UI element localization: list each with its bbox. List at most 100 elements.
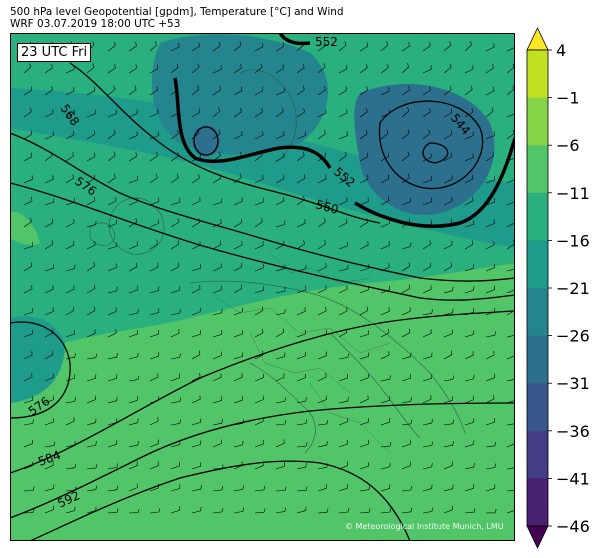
wind-barb — [464, 108, 473, 118]
wind-barb — [464, 85, 473, 96]
wind-barb — [485, 152, 494, 162]
wind-barb — [422, 462, 433, 470]
wind-barb — [380, 351, 390, 360]
wind-barb — [170, 484, 181, 492]
wind-barb — [128, 175, 138, 184]
wind-barb — [254, 63, 263, 74]
wind-barb — [254, 485, 266, 492]
wind-barb — [128, 461, 138, 470]
contour-label: 560 — [314, 197, 340, 216]
wind-barb — [296, 131, 306, 140]
wind-barb — [275, 196, 285, 206]
wind-barb — [86, 220, 97, 228]
wind-barb — [338, 86, 347, 96]
wind-barbs — [23, 40, 515, 514]
wind-barb — [485, 240, 495, 250]
wind-barb — [443, 175, 453, 184]
wind-barb — [254, 306, 264, 316]
wind-barb — [191, 350, 201, 360]
wind-barb — [485, 263, 495, 272]
wind-barb — [128, 285, 138, 294]
colorbar-ticks: 4 −1 −6 −11 −16 −21 −26 −31 −36 −41 −46 — [548, 41, 590, 536]
wind-barb — [443, 130, 453, 140]
wind-barb — [401, 151, 410, 162]
wind-barb — [401, 197, 411, 206]
wind-barb — [170, 218, 179, 228]
wind-barb — [422, 197, 432, 206]
wind-barb — [317, 395, 327, 404]
wind-barb — [254, 286, 265, 294]
wind-barb — [401, 397, 412, 404]
wind-barb — [254, 175, 264, 184]
wind-barb — [44, 264, 54, 272]
wind-barb — [401, 439, 411, 448]
wind-barb — [359, 264, 370, 272]
wind-barb — [254, 350, 264, 360]
wind-barb — [212, 507, 224, 514]
wind-barb — [485, 219, 495, 228]
wind-barb — [65, 329, 75, 338]
wind-barb — [359, 285, 369, 294]
wind-barb — [65, 130, 75, 140]
map-frame — [10, 33, 515, 541]
wind-barb — [191, 197, 201, 206]
wind-barb — [485, 331, 496, 338]
wind-barb — [86, 353, 97, 360]
wind-barb — [149, 152, 158, 162]
cool-patch-west — [10, 316, 65, 403]
wind-barb — [464, 463, 475, 470]
wind-barb — [44, 240, 54, 250]
wind-barb — [86, 440, 97, 448]
wind-barb — [275, 507, 286, 514]
wind-barb — [359, 462, 369, 470]
wind-barb — [464, 65, 474, 74]
wind-barb — [44, 151, 53, 162]
wind-barb — [317, 217, 326, 228]
wind-barb — [149, 308, 160, 316]
wind-barb — [338, 131, 348, 140]
wind-barb — [275, 397, 286, 404]
wind-barb — [149, 461, 159, 470]
wind-barb — [380, 418, 391, 426]
wind-barb — [107, 242, 118, 250]
wind-barb — [443, 505, 453, 514]
wind-barb — [191, 330, 201, 338]
colorbar-extend-min — [526, 525, 549, 549]
wind-barb — [359, 174, 369, 184]
wind-barb — [170, 397, 181, 404]
colorbar-tick-label: −31 — [556, 374, 590, 393]
wind-barb — [86, 329, 96, 338]
wind-barb — [359, 508, 371, 514]
wind-barb — [107, 286, 118, 294]
wind-barb — [254, 395, 264, 404]
wind-barb — [254, 86, 264, 96]
wind-barb — [44, 285, 54, 294]
wind-barb — [191, 129, 200, 140]
wind-barb — [296, 285, 306, 294]
wind-barb — [380, 442, 392, 448]
wind-barb — [128, 241, 138, 250]
wind-barb — [380, 307, 390, 316]
wind-barb — [149, 508, 161, 514]
wind-barb — [443, 152, 453, 162]
wind-barb — [191, 42, 200, 52]
wind-barb — [212, 373, 222, 382]
wind-barb — [107, 129, 116, 140]
wind-barb — [380, 241, 390, 250]
wind-barb — [275, 286, 286, 294]
wind-barb — [338, 218, 348, 228]
wind-barb — [401, 328, 411, 338]
wind-barb — [506, 439, 515, 448]
colorbar-segment — [527, 335, 548, 384]
wind-barb — [170, 173, 179, 184]
wind-barb — [65, 306, 75, 316]
wind-barb — [380, 263, 390, 272]
colorbar-extend-max — [526, 27, 549, 51]
colorbar-tick-label: −21 — [556, 279, 590, 298]
wind-barb — [401, 374, 411, 382]
colorbar-segment — [527, 50, 548, 99]
wind-barb — [338, 461, 348, 470]
wind-barb — [23, 262, 33, 272]
wind-barb — [296, 419, 307, 426]
wind-barb — [254, 151, 263, 162]
